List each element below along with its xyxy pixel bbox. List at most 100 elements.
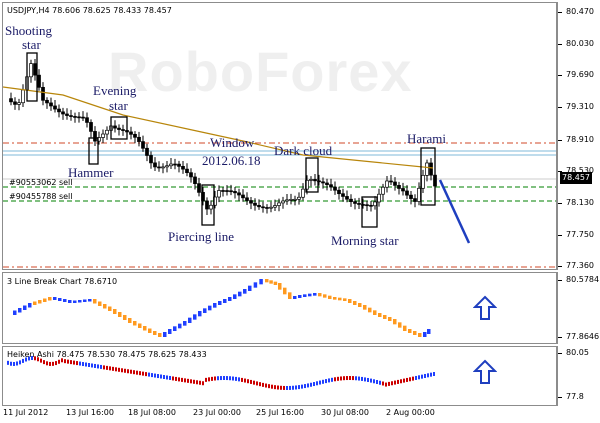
order-label-2[interactable]: #90455788 sell [9, 192, 73, 201]
line-break-block [403, 325, 407, 331]
heiken-ashi-bar [178, 377, 180, 382]
heiken-ashi-bar [265, 383, 267, 388]
candle-body [121, 129, 125, 131]
heiken-ashi-pane[interactable]: Heiken Ashi 78.475 78.530 78.475 78.625 … [2, 346, 557, 406]
heiken-ashi-bar [142, 371, 144, 376]
candle-body [349, 198, 353, 203]
heiken-ashi-bar [262, 382, 264, 387]
heiken-ashi-bar [106, 365, 108, 370]
line-break-block [128, 318, 132, 323]
candle-body [257, 204, 261, 208]
candle-body [149, 155, 153, 164]
candle-body [377, 193, 381, 203]
line-break-block [233, 294, 237, 299]
y-tick: 80.030 [558, 39, 594, 48]
candle-body [277, 202, 281, 206]
heiken-ashi-bar [355, 376, 357, 381]
line-break-pane[interactable]: 3 Line Break Chart 78.6710 [2, 272, 557, 344]
candle-body [345, 196, 349, 200]
annotation-dark-cloud: Dark cloud [274, 143, 333, 158]
candle-body [301, 188, 305, 198]
annotation-evening-star-line1: Evening [93, 83, 137, 98]
line-break-block [318, 293, 322, 297]
heiken-ashi-bar [298, 385, 300, 390]
candle-body [77, 116, 81, 119]
line-break-block [388, 317, 392, 321]
line-break-block [83, 299, 87, 302]
order-label-1[interactable]: #90553062 sell [9, 178, 73, 187]
heiken-ashi-bar [256, 381, 258, 386]
line-break-block [198, 311, 202, 317]
heiken-ashi-bar [382, 381, 384, 386]
line-break-block [398, 322, 402, 328]
candle-body [85, 117, 89, 123]
heiken-ashi-bar [28, 356, 30, 361]
heiken-ashi-axis[interactable]: 80.05 77.8 [557, 346, 600, 406]
y-tick: 77.360 [558, 261, 594, 270]
heiken-ashi-bar [193, 379, 195, 384]
candle-body [389, 180, 393, 183]
candle-body [333, 186, 337, 191]
candle-body [405, 190, 409, 196]
annotation-window-line2: 2012.06.18 [202, 153, 261, 168]
line-break-block [173, 326, 177, 331]
line-break-block [203, 308, 207, 313]
candle-body [221, 190, 225, 192]
line-break-block [63, 299, 67, 302]
heiken-ashi-bar [16, 361, 18, 366]
heiken-ashi-bar [316, 381, 318, 386]
candle-body [45, 99, 49, 104]
line-break-block [363, 305, 367, 310]
heiken-ashi-bar [286, 385, 288, 390]
annotation-hammer: Hammer [68, 165, 114, 180]
candle-body [49, 102, 53, 107]
candle-body [197, 183, 201, 193]
main-price-axis[interactable]: 80.470 80.030 79.690 79.310 78.910 78.53… [557, 2, 600, 270]
heiken-ashi-bar [385, 382, 387, 387]
line-break-block [393, 319, 397, 325]
heiken-ashi-bar [52, 361, 54, 366]
heiken-ashi-bar [163, 375, 165, 379]
line-break-axis[interactable]: 80.5784 77.8646 [557, 272, 600, 344]
annotation-piercing-line: Piercing line [168, 229, 235, 244]
line-break-block [118, 312, 122, 317]
heiken-ashi-bar [130, 369, 132, 374]
heiken-ashi-bar [259, 382, 261, 387]
heiken-ashi-bar [127, 369, 129, 374]
candle-body [141, 141, 145, 149]
main-chart-title: USDJPY,H4 78.606 78.625 78.433 78.457 [7, 6, 172, 15]
y-tick: 78.130 [558, 198, 594, 207]
heiken-ashi-bar [118, 367, 120, 372]
heiken-ashi-bar [85, 362, 87, 367]
candle-body [65, 113, 69, 116]
x-label: 13 Jul 16:00 [66, 408, 114, 417]
candle-body [249, 200, 253, 204]
candle-body [129, 131, 133, 135]
annotation-shooting-star-line2: star [22, 37, 41, 52]
candle-body [373, 201, 377, 207]
heiken-ashi-bar [328, 378, 330, 383]
candle-body [41, 86, 45, 101]
line-break-block [133, 321, 137, 326]
line-break-block [238, 291, 242, 297]
candle-body [9, 98, 13, 103]
annotation-shooting-star-line1: Shooting [5, 23, 52, 38]
heiken-ashi-bar [97, 364, 99, 369]
line-break-block [273, 281, 278, 285]
line-break-block [333, 297, 337, 300]
line-break-block [243, 289, 247, 294]
line-break-block [188, 317, 192, 323]
line-break-block [108, 306, 112, 311]
heiken-ashi-bar [409, 377, 411, 382]
line-break-block [383, 315, 387, 319]
candle-body [57, 108, 61, 113]
line-break-block [28, 303, 32, 308]
line-break-block [98, 301, 102, 306]
heiken-ashi-bar [337, 376, 339, 381]
line-break-block [228, 297, 232, 301]
heiken-ashi-bar [304, 384, 306, 389]
watermark: RoboForex [108, 40, 413, 103]
heiken-ashi-title: Heiken Ashi 78.475 78.530 78.475 78.625 … [7, 350, 207, 359]
main-chart-pane[interactable]: RoboForex USDJPY,H4 78.606 78.625 78.433… [2, 2, 557, 270]
line-break-block [298, 295, 302, 298]
